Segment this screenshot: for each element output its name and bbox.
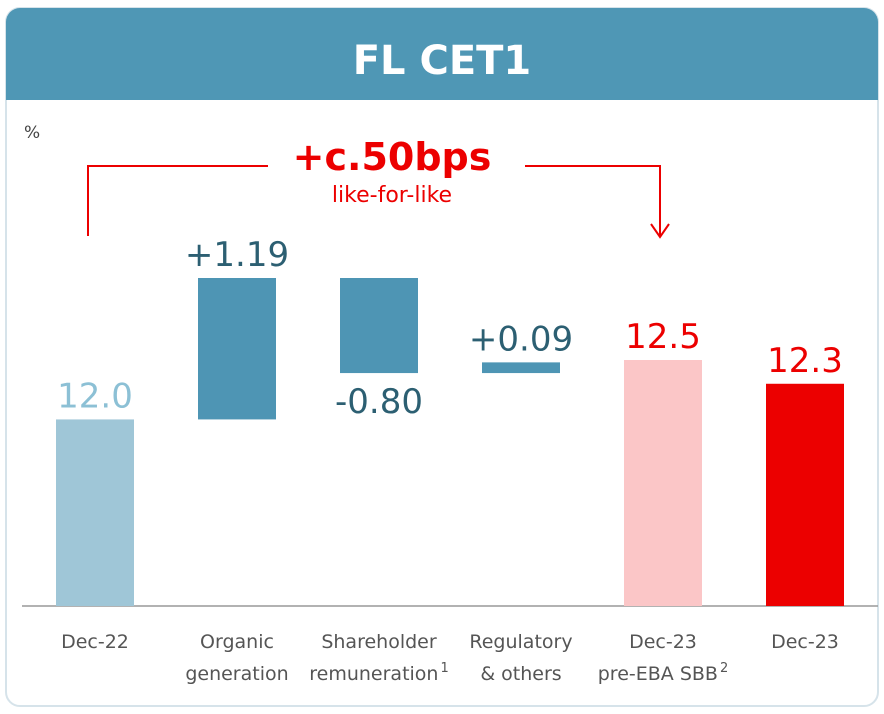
x-tick-label: Shareholder (321, 631, 437, 653)
card (5, 7, 879, 707)
x-tick-label-text: generation (185, 663, 288, 685)
value-label: -0.80 (335, 382, 423, 422)
bracket (87, 165, 661, 236)
value-label: 12.0 (57, 376, 133, 416)
footnote-mark: 2 (720, 661, 728, 676)
x-tick-label: Organic (200, 631, 274, 653)
value-label: 12.3 (767, 341, 843, 381)
x-tick-label-text: Shareholder (321, 631, 437, 653)
x-tick-label: Regulatory (469, 631, 572, 653)
x-tick-label-text: Dec-23 (771, 631, 839, 653)
x-tick-label: & others (480, 663, 561, 685)
x-tick-label-text: remuneration (309, 663, 438, 685)
arrowhead (650, 223, 670, 239)
x-tick-label: Dec-22 (61, 631, 129, 653)
x-tick-label-text: Organic (200, 631, 274, 653)
bar (56, 419, 134, 606)
x-tick-label: remuneration 1 (309, 661, 449, 685)
x-tick-label-text: Regulatory (469, 631, 572, 653)
bar (482, 362, 560, 374)
chart-title: FL CET1 (353, 38, 532, 84)
x-tick-label: generation (185, 663, 288, 685)
bar (766, 383, 844, 606)
x-tick-label-text: & others (480, 663, 561, 685)
value-label: 12.5 (625, 317, 701, 357)
x-tick-label-text: Dec-23 (629, 631, 697, 653)
x-tick-label-text: pre-EBA SBB (598, 663, 718, 685)
header-band (6, 8, 878, 100)
x-tick-label-text: Dec-22 (61, 631, 129, 653)
x-tick-label: Dec-23 (771, 631, 839, 653)
value-label: +0.09 (469, 319, 573, 359)
annotation: +c.50bps (293, 135, 492, 179)
bar (198, 278, 276, 420)
x-tick-label: Dec-23 (629, 631, 697, 653)
bar (624, 360, 702, 606)
annotation-sub: like-for-like (332, 183, 452, 208)
value-label: +1.19 (185, 235, 289, 275)
unit-label: % (24, 123, 40, 143)
x-tick-label: pre-EBA SBB 2 (598, 661, 729, 685)
footnote-mark: 1 (440, 661, 448, 676)
bar (340, 278, 418, 374)
